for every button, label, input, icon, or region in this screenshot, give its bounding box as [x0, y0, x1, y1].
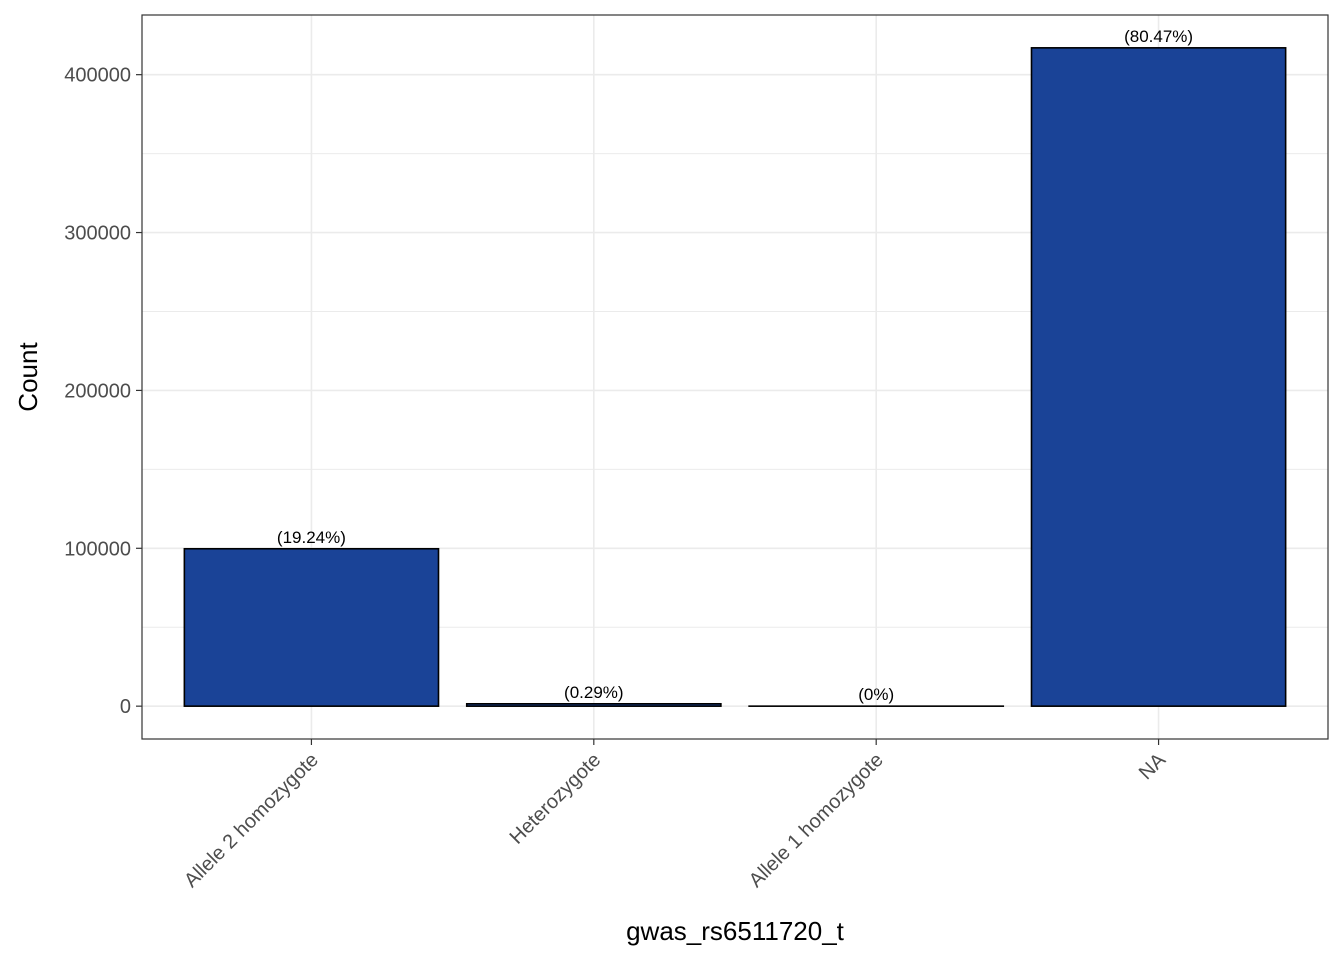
x-tick-label: Heterozygote — [506, 749, 606, 849]
x-axis-title: gwas_rs6511720_t — [626, 916, 845, 946]
y-tick-label: 400000 — [64, 65, 131, 87]
data-label: (0.29%) — [564, 683, 624, 702]
data-label: (80.47%) — [1124, 27, 1193, 46]
y-axis: 0 100000 200000 300000 400000 — [64, 65, 142, 718]
x-tick-label: Allele 1 homozygote — [745, 749, 888, 892]
data-label: (0%) — [858, 685, 894, 704]
bar-allele-2-homozygote — [183, 547, 440, 707]
data-labels: (19.24%) (0.29%) (0%) (80.47%) — [277, 27, 1193, 704]
y-tick-label: 200000 — [64, 380, 131, 402]
bar-heterozygote — [465, 702, 722, 707]
x-axis: Allele 2 homozygote Heterozygote Allele 1 … — [180, 739, 1171, 892]
x-tick-label: NA — [1135, 749, 1171, 785]
y-axis-title: Count — [13, 342, 43, 412]
plot-panel-border — [141, 14, 1329, 740]
bar-na — [1030, 47, 1287, 707]
y-tick-label: 100000 — [64, 538, 131, 560]
y-tick-label: 300000 — [64, 223, 131, 245]
y-tick-label: 0 — [120, 696, 131, 718]
x-tick-label: Allele 2 homozygote — [180, 749, 323, 892]
bars — [183, 47, 1287, 707]
data-label: (19.24%) — [277, 528, 346, 547]
